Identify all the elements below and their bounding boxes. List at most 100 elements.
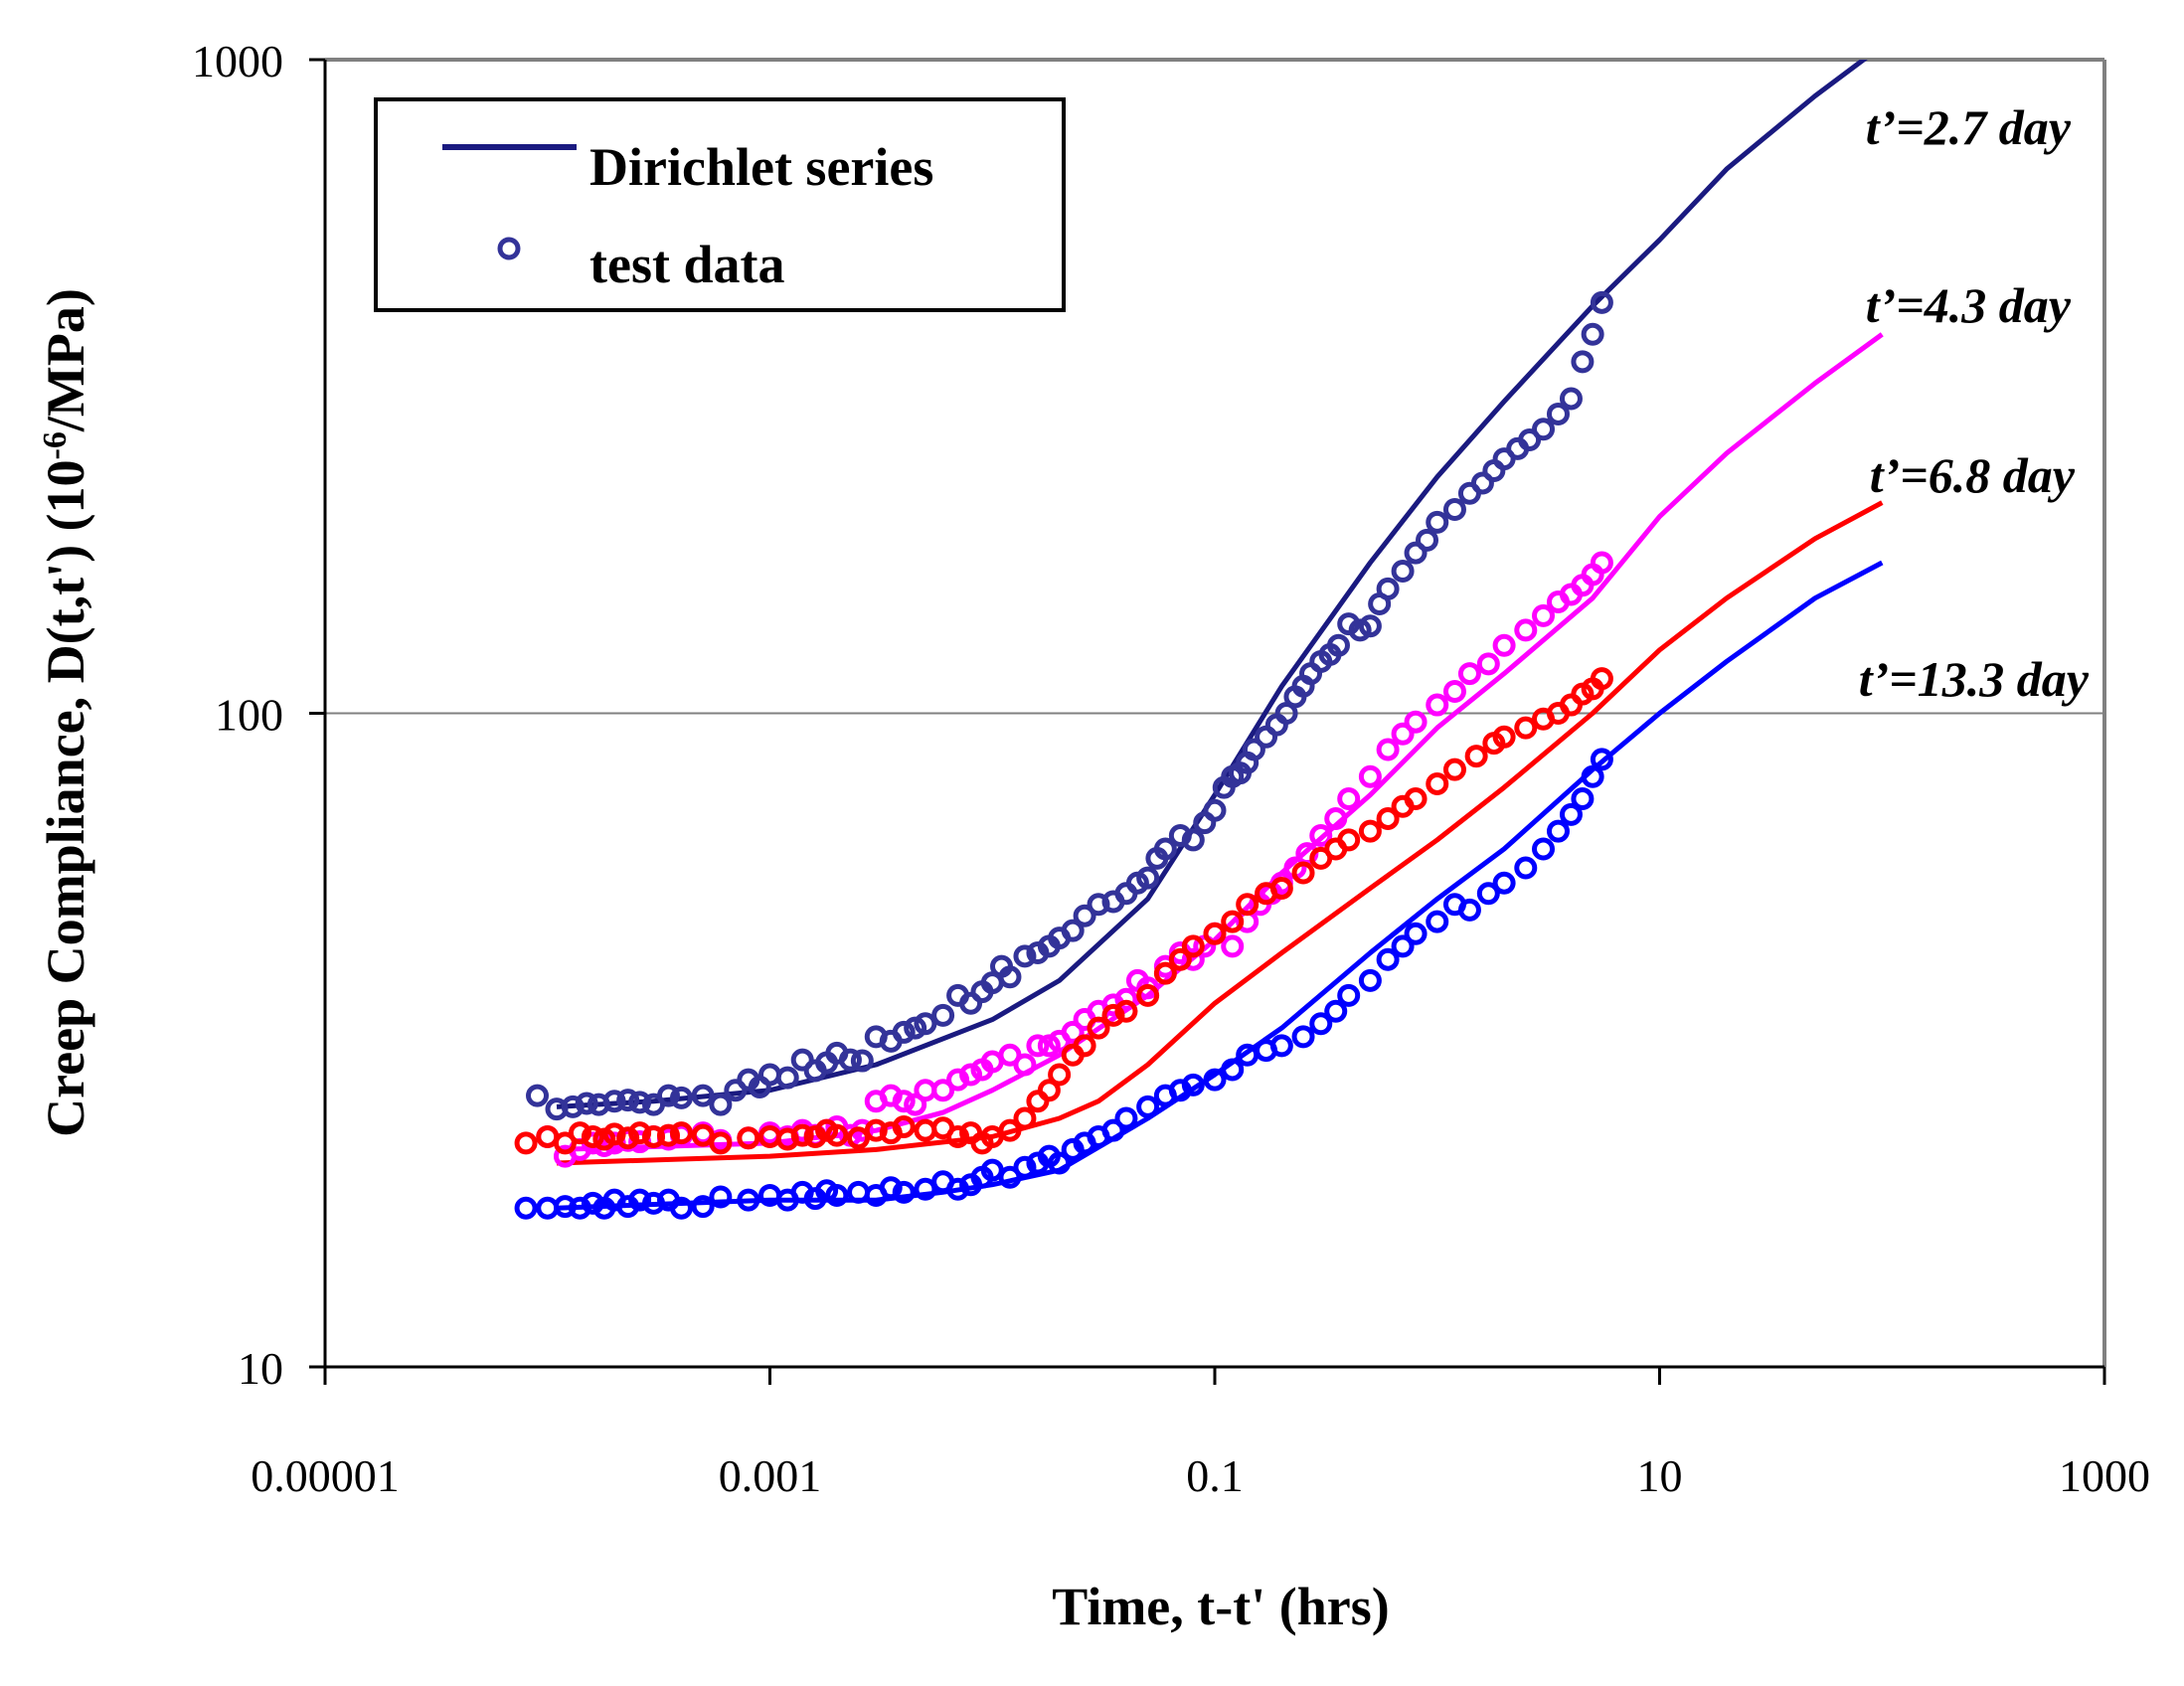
- test-data-point: [1571, 786, 1595, 810]
- legend-marker-swatch: [497, 237, 521, 260]
- test-data-point: [575, 1092, 598, 1115]
- test-data-point: [1013, 944, 1037, 968]
- test-data-point: [1013, 1053, 1037, 1077]
- legend-label-test-data: test data: [589, 235, 784, 294]
- test-data-point: [1404, 922, 1428, 945]
- test-data-point: [1274, 702, 1298, 725]
- test-data-series-2: [514, 667, 1613, 1155]
- test-data-point: [825, 1183, 849, 1207]
- test-data-point: [1136, 983, 1160, 1007]
- test-data-point: [1476, 882, 1500, 906]
- test-data-point: [825, 1123, 849, 1147]
- test-data-point: [1309, 1012, 1333, 1036]
- test-data-point: [628, 1121, 652, 1145]
- test-data-point: [1442, 498, 1466, 522]
- test-data-point: [628, 1091, 652, 1114]
- test-data-point: [1181, 1073, 1205, 1096]
- test-data-point: [1242, 738, 1265, 761]
- test-data-point: [669, 1086, 693, 1109]
- test-data-point: [628, 1188, 652, 1212]
- test-data-point: [1492, 725, 1516, 749]
- test-data-point: [1532, 603, 1556, 627]
- test-data-point: [1391, 560, 1415, 584]
- test-data-point: [1269, 876, 1293, 900]
- test-data-point: [1391, 722, 1415, 746]
- test-data-point: [1514, 856, 1538, 880]
- test-data-point: [737, 1126, 760, 1150]
- x-tick-label: 1000: [2059, 1450, 2150, 1501]
- test-data-point: [1546, 402, 1570, 425]
- test-data-point: [656, 1084, 680, 1107]
- x-tick-label: 10: [1637, 1450, 1683, 1501]
- test-data-point: [1358, 764, 1382, 788]
- test-data-series-3: [514, 748, 1613, 1220]
- test-data-point: [691, 1123, 715, 1147]
- test-data-point: [1391, 934, 1415, 958]
- x-axis-title: Time, t-t' (hrs): [1052, 1577, 1389, 1636]
- test-data-point: [775, 1066, 799, 1090]
- test-data-point: [1476, 652, 1500, 676]
- test-data-point: [616, 1089, 640, 1112]
- y-axis-title-main: Creep Compliance, D(t,t') (10: [36, 459, 95, 1136]
- test-data-point: [1404, 541, 1428, 565]
- legend: Dirichlet series test data: [374, 97, 1066, 312]
- test-data-point: [1114, 999, 1138, 1023]
- test-data-point: [1221, 934, 1245, 958]
- test-data-point: [1026, 1034, 1050, 1058]
- test-data-point: [1426, 771, 1449, 795]
- test-data-point: [1309, 824, 1333, 848]
- test-data-point: [998, 1118, 1022, 1142]
- test-data-point: [709, 1185, 733, 1209]
- test-data-point: [959, 1063, 983, 1087]
- test-data-point: [1168, 947, 1192, 971]
- test-data-point: [1061, 919, 1085, 942]
- test-data-point: [1337, 828, 1361, 852]
- test-data-point: [1404, 710, 1428, 734]
- test-data-point: [1426, 510, 1449, 534]
- test-data-point: [1358, 614, 1382, 638]
- annotation-t-2-7: t’=2.7 day: [1866, 99, 2072, 155]
- test-data-point: [1073, 1034, 1096, 1058]
- test-data-point: [1073, 904, 1096, 927]
- x-tick-label: 0.1: [1186, 1450, 1244, 1501]
- test-data-point: [847, 1126, 871, 1150]
- test-data-point: [1571, 350, 1595, 374]
- test-data-point: [1492, 871, 1516, 895]
- test-data-point: [931, 1079, 955, 1102]
- test-data-point: [864, 1118, 888, 1142]
- test-data-point: [691, 1195, 715, 1219]
- test-data-point: [1376, 806, 1400, 830]
- test-data-point: [1457, 662, 1481, 686]
- test-data-point: [892, 1020, 916, 1044]
- y-tick-label: 100: [215, 690, 283, 741]
- legend-box: [374, 97, 1066, 312]
- test-data-point: [946, 1124, 970, 1148]
- test-data-point: [553, 1131, 577, 1155]
- test-data-point: [553, 1195, 577, 1219]
- test-data-point: [892, 1090, 916, 1113]
- test-data-point: [1221, 1058, 1245, 1082]
- test-data-point: [1376, 577, 1400, 600]
- test-data-point: [914, 1177, 937, 1201]
- annotation-t-13-3: t’=13.3 day: [1859, 651, 2090, 707]
- test-data-point: [914, 1012, 937, 1036]
- annotation-t-6-8: t’=6.8 day: [1870, 447, 2076, 503]
- test-data-point: [879, 1176, 903, 1200]
- test-data-point: [1153, 961, 1177, 985]
- test-data-point: [1514, 618, 1538, 642]
- test-data-point: [892, 1114, 916, 1138]
- test-data-series-0: [526, 290, 1613, 1121]
- y-tick-label: 10: [238, 1343, 283, 1394]
- test-data-point: [526, 1084, 550, 1107]
- test-data-point: [1236, 893, 1260, 917]
- test-data-point: [737, 1188, 760, 1212]
- test-data-point: [1181, 828, 1205, 852]
- test-data-point: [1114, 987, 1138, 1011]
- test-data-point: [1136, 1095, 1160, 1118]
- test-data-point: [1048, 1063, 1072, 1087]
- test-data-point: [568, 1121, 591, 1145]
- test-data-point: [1518, 427, 1542, 451]
- test-data-point: [1013, 1155, 1037, 1179]
- y-axis-title: Creep Compliance, D(t,t') (10-6/MPa): [36, 288, 95, 1137]
- test-data-point: [838, 1048, 862, 1072]
